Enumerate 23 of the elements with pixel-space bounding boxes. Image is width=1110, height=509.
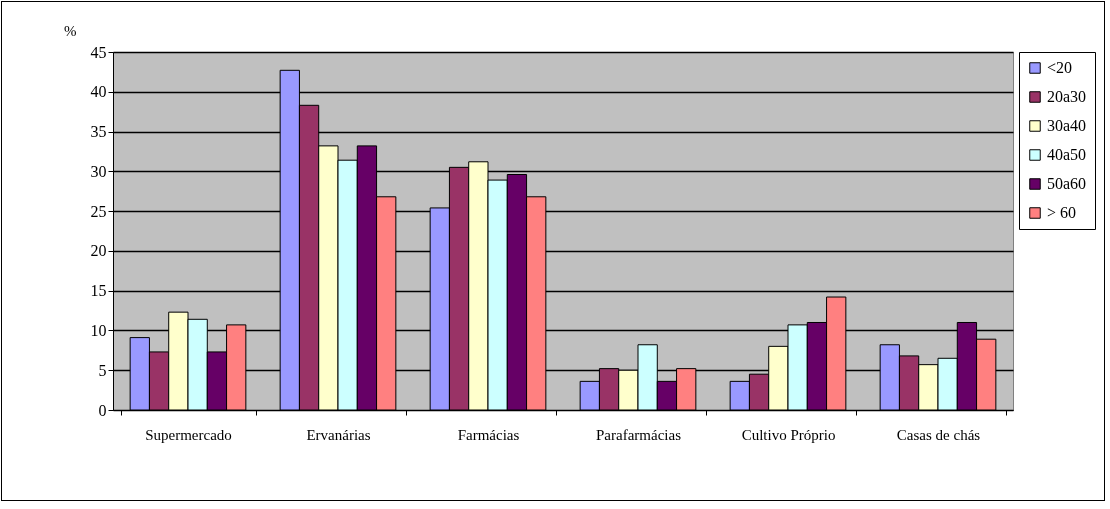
x-tick-label: Ervanárias: [306, 426, 371, 443]
y-tick-label: 40: [90, 83, 107, 101]
x-tick-label: Casas de chás: [896, 426, 981, 443]
x-tick-label: Supermercado: [145, 426, 232, 443]
y-tick-label: 30: [90, 162, 107, 180]
y-tick-label: 45: [90, 43, 107, 61]
y-tick-label: 10: [90, 321, 107, 339]
x-tick-label: Parafarmácias: [596, 426, 682, 443]
y-tick-label: 0: [98, 401, 107, 419]
y-tick-label: 5: [98, 361, 107, 379]
y-tick-label: 35: [90, 123, 107, 141]
y-tick-label: 20: [90, 242, 107, 260]
legend-label: 50a60: [1047, 175, 1087, 192]
legend-label: 40a50: [1047, 146, 1087, 163]
legend-label: 20a30: [1047, 88, 1087, 105]
y-tick-label: 15: [90, 282, 107, 300]
x-tick-label: Farmácias: [457, 426, 520, 443]
legend-label: 30a40: [1047, 117, 1087, 134]
y-tick-label: 25: [90, 202, 107, 220]
y-axis-title: %: [64, 22, 77, 39]
legend-label: > 60: [1047, 204, 1077, 221]
legend-label: <20: [1047, 59, 1073, 76]
x-tick-label: Cultivo Próprio: [741, 426, 836, 443]
